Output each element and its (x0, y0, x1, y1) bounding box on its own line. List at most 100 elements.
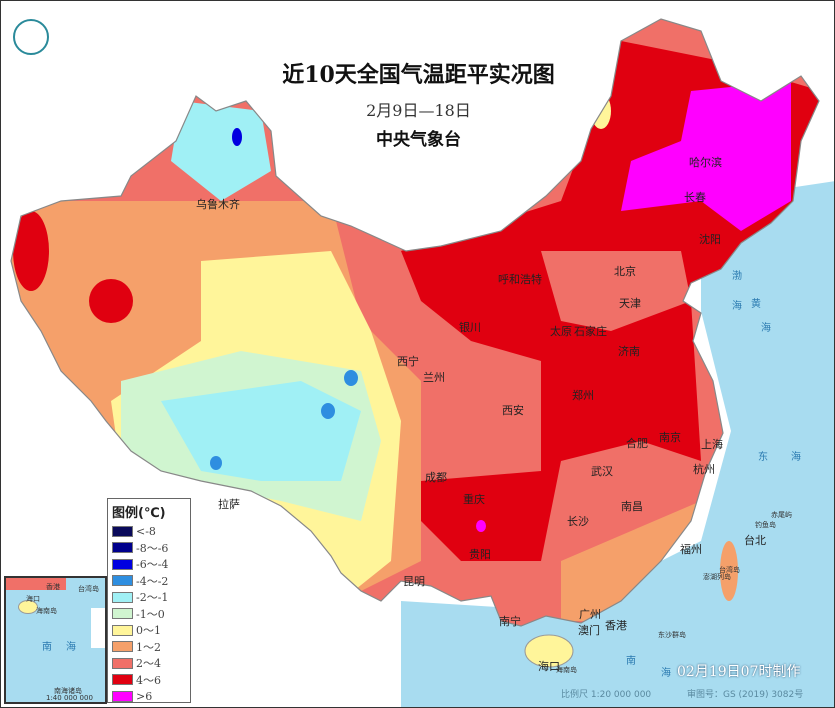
city-label: 福州 (680, 543, 702, 556)
island-label: 东沙群岛 (658, 631, 686, 639)
city-label: 台北 (744, 534, 766, 547)
legend-item: >6 (112, 688, 186, 705)
sea-label: 南 (626, 656, 636, 667)
inset-label: 南 (42, 642, 52, 653)
city-label: 南昌 (621, 500, 643, 513)
island-label: 钓鱼岛 (755, 521, 776, 529)
city-label: 南宁 (499, 615, 521, 628)
legend-label: -1～0 (136, 607, 165, 621)
inset-label: 海南岛 (36, 607, 57, 615)
legend-item: -8～-6 (112, 540, 186, 557)
map-approval-number: 审图号：GS (2019) 3082号 (687, 690, 804, 700)
map-scale: 比例尺 1:20 000 000 (561, 690, 652, 700)
city-label: 成都 (425, 471, 447, 484)
legend-swatch (112, 591, 133, 603)
city-label: 石家庄 (574, 325, 607, 338)
legend-item: 2～4 (112, 655, 186, 672)
city-label: 武汉 (591, 465, 613, 478)
legend-swatch (112, 641, 133, 653)
city-label: 广州 (579, 608, 601, 621)
legend-label: -2～-1 (136, 591, 169, 605)
city-label: 济南 (618, 345, 640, 358)
hainan-island (524, 634, 574, 668)
city-label: 西安 (502, 404, 524, 417)
legend-title: 图例(℃) (112, 506, 166, 521)
city-label: 合肥 (626, 437, 648, 450)
legend-item: -2～-1 (112, 589, 186, 606)
city-label: 哈尔滨 (689, 156, 722, 169)
city-label: 海口 (538, 660, 560, 673)
city-label: 郑州 (572, 389, 594, 402)
city-label: 兰州 (423, 371, 445, 384)
city-label: 乌鲁木齐 (196, 198, 240, 211)
island-label: 澎湖列岛 (703, 573, 731, 581)
legend-label: <-8 (136, 524, 156, 538)
inset-label: 海 (66, 642, 76, 653)
south-china-sea-inset: 香港 台湾岛 海口 海南岛 南 海 南海诸岛 1:40 000 000 (4, 576, 107, 704)
legend-label: 2～4 (136, 657, 161, 671)
legend-label: >6 (136, 689, 153, 703)
city-label: 沈阳 (699, 233, 721, 246)
legend-label: 0～1 (136, 624, 161, 638)
island-label: 台湾岛 (719, 566, 740, 574)
inset-label: 香港 (46, 583, 60, 591)
legend-label: 1～2 (136, 640, 161, 654)
city-label: 澳门 (578, 624, 600, 637)
inset-label: 台湾岛 (78, 585, 99, 593)
legend-item: -6～-4 (112, 556, 186, 573)
city-label: 天津 (619, 297, 641, 310)
legend-swatch (112, 558, 133, 570)
legend-item: <-8 (112, 523, 186, 540)
legend-label: -6～-4 (136, 558, 169, 572)
city-label: 北京 (614, 265, 636, 278)
inset-scale: 1:40 000 000 (46, 694, 93, 702)
city-label: 杭州 (693, 463, 715, 476)
legend-swatch (112, 690, 133, 702)
city-label: 长沙 (567, 515, 589, 528)
city-label: 南京 (659, 431, 681, 444)
city-label: 重庆 (463, 493, 485, 506)
sea-label: 东 (758, 452, 768, 463)
legend-label: 4～6 (136, 673, 161, 687)
agency-name: 中央气象台 (376, 130, 461, 150)
legend-swatch (112, 525, 133, 537)
city-label: 拉萨 (218, 498, 240, 511)
island-label: 海南岛 (556, 666, 577, 674)
sea-label: 海 (761, 323, 771, 334)
sea-label: 黄 (751, 299, 761, 310)
legend: 图例(℃) <-8 -8～-6 -6～-4 -4～-2 -2～-1 -1～0 0～1 1～2 2… (107, 498, 191, 703)
inset-label: 海口 (26, 595, 40, 603)
made-time: 02月19日07时制作 (677, 664, 801, 680)
city-label: 西宁 (397, 355, 419, 368)
inset-label: 南海诸岛 (54, 687, 82, 695)
legend-swatch (112, 608, 133, 620)
legend-swatch (112, 575, 133, 587)
island-label: 赤尾屿 (771, 511, 792, 519)
legend-item: -4～-2 (112, 573, 186, 590)
legend-swatch (112, 674, 133, 686)
legend-item: -1～0 (112, 606, 186, 623)
sea-label: 渤 (732, 271, 742, 282)
legend-item: 4～6 (112, 672, 186, 689)
sea-label: 海 (661, 668, 671, 679)
sea-label: 海 (732, 301, 742, 312)
legend-label: -4～-2 (136, 574, 169, 588)
legend-item: 1～2 (112, 639, 186, 656)
city-label: 呼和浩特 (498, 273, 542, 286)
city-label: 贵阳 (469, 548, 491, 561)
legend-swatch (112, 542, 133, 554)
legend-swatch (112, 657, 133, 669)
legend-label: -8～-6 (136, 541, 169, 555)
city-label: 银川 (459, 321, 481, 334)
legend-swatch (112, 624, 133, 636)
city-label: 太原 (550, 325, 572, 338)
map-title: 近10天全国气温距平实况图 (282, 62, 555, 88)
cma-logo-icon (13, 19, 49, 55)
city-label: 昆明 (403, 575, 425, 588)
city-label: 上海 (701, 438, 723, 451)
date-range: 2月9日—18日 (366, 101, 471, 120)
sea-label: 海 (791, 452, 801, 463)
legend-item: 0～1 (112, 622, 186, 639)
city-label: 长春 (684, 191, 706, 204)
city-label: 香港 (605, 619, 627, 632)
